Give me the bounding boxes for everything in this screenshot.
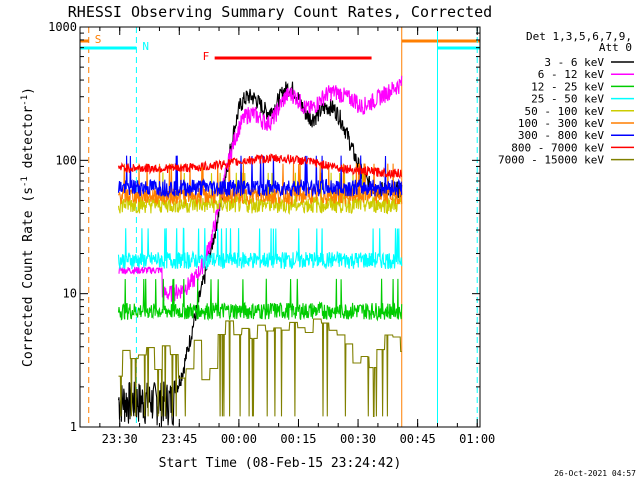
x-tick-label: 23:30 bbox=[102, 432, 138, 446]
y-tick-label: 1 bbox=[70, 420, 77, 434]
x-tick-label: 00:30 bbox=[340, 432, 376, 446]
x-tick-label: 00:00 bbox=[221, 432, 257, 446]
series-line-6 bbox=[117, 155, 403, 199]
legend-attenuator: Att 0 bbox=[599, 41, 632, 54]
legend-label-0: 3 - 6 keV bbox=[544, 56, 604, 69]
y-axis-label-end: ) bbox=[21, 87, 36, 95]
y-tick-label: 1000 bbox=[48, 20, 77, 34]
y-axis-label-exp1: -1 bbox=[20, 176, 30, 187]
y-axis-label-mid: detector bbox=[21, 106, 36, 177]
legend-title: Det 1,3,5,6,7,9, bbox=[526, 30, 632, 43]
y-axis-label-main: Corrected Count Rate (s bbox=[21, 187, 36, 367]
series-line-8 bbox=[118, 318, 402, 417]
x-tick-label: 23:45 bbox=[161, 432, 197, 446]
y-tick-label: 100 bbox=[55, 153, 77, 167]
x-axis-label: Start Time (08-Feb-15 23:24:42) bbox=[159, 456, 402, 471]
series-line-4 bbox=[117, 171, 402, 215]
y-axis-label-exp2: -1 bbox=[20, 95, 30, 106]
series-line-7 bbox=[117, 153, 403, 180]
legend-label-2: 12 - 25 keV bbox=[531, 80, 604, 93]
y-axis-label: Corrected Count Rate (s-1 detector-1) bbox=[20, 87, 36, 367]
chart-title: RHESSI Observing Summary Count Rates, Co… bbox=[68, 3, 492, 21]
x-tick-label: 01:00 bbox=[459, 432, 495, 446]
flare-label: F bbox=[203, 50, 210, 63]
series-line-1 bbox=[118, 75, 403, 302]
x-tick-label: 00:45 bbox=[400, 432, 436, 446]
legend-label-7: 800 - 7000 keV bbox=[511, 141, 604, 154]
legend-label-3: 25 - 50 keV bbox=[531, 93, 604, 106]
legend-label-1: 6 - 12 keV bbox=[538, 68, 605, 81]
series-line-3 bbox=[117, 227, 403, 270]
x-tick-label: 00:15 bbox=[280, 432, 316, 446]
legend-label-5: 100 - 300 keV bbox=[518, 117, 604, 130]
footer-timestamp: 26-Oct-2021 04:57 bbox=[554, 469, 636, 478]
plot-frame bbox=[79, 26, 481, 428]
legend-label-8: 7000 - 15000 keV bbox=[498, 154, 604, 167]
night-label: N bbox=[142, 40, 149, 53]
legend-label-6: 300 - 800 keV bbox=[518, 129, 604, 142]
series-line-2 bbox=[117, 278, 403, 322]
y-tick-label: 10 bbox=[63, 287, 77, 301]
saa-label: S bbox=[95, 33, 102, 46]
legend-label-4: 50 - 100 keV bbox=[525, 105, 605, 118]
